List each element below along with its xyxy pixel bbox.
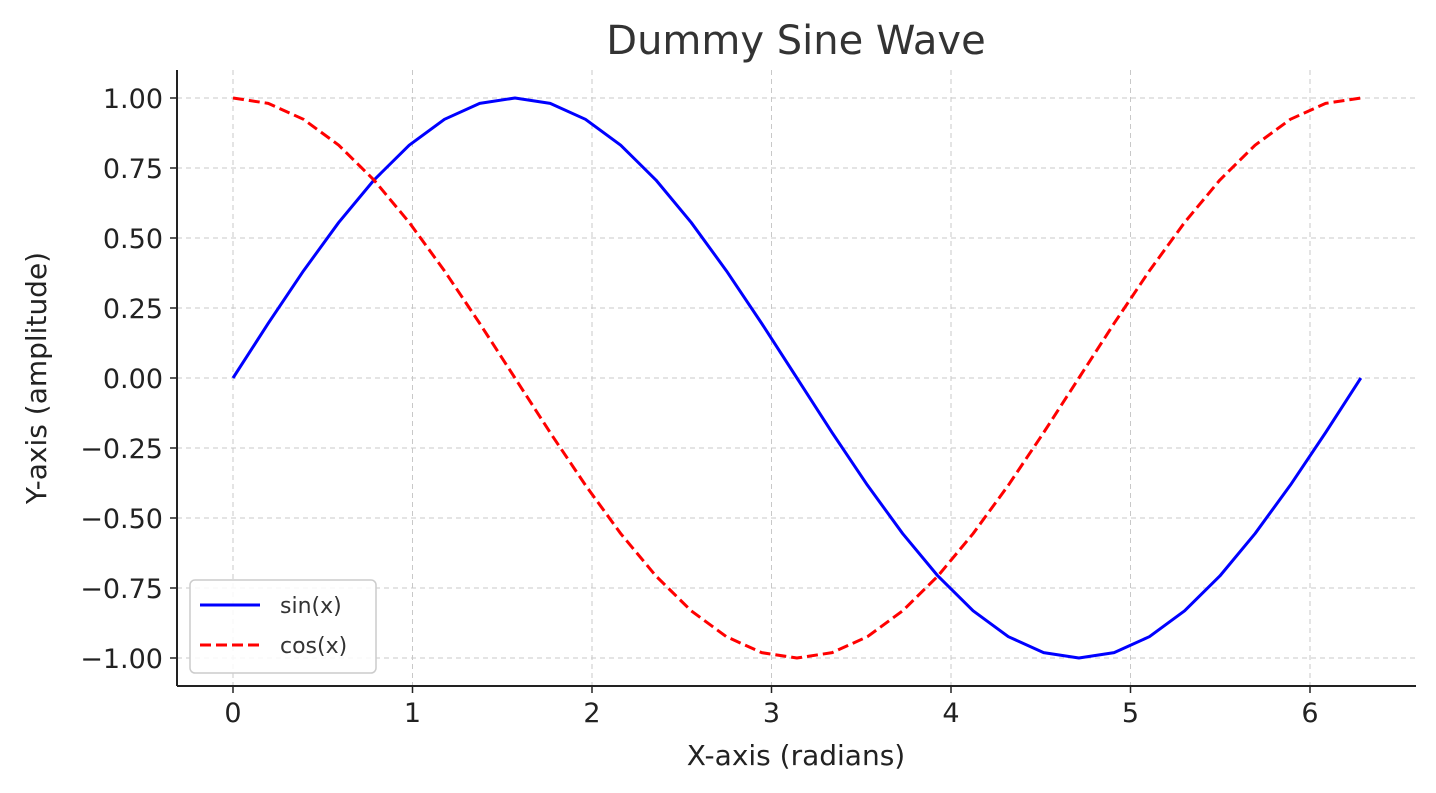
y-tick-label-4: 0.00 (103, 364, 163, 395)
x-tick-label-3: 3 (763, 698, 780, 729)
legend-label-1: cos(x) (280, 634, 347, 659)
legend-label-0: sin(x) (280, 594, 342, 619)
y-tick-label-3: 0.25 (103, 294, 163, 325)
y-tick-label-2: 0.50 (103, 224, 163, 255)
series-line-cosx (232, 96, 1362, 660)
grid (177, 70, 1416, 686)
x-tick-label-0: 0 (224, 698, 241, 729)
legend: sin(x) cos(x) (189, 579, 377, 674)
ticks: 0 1 2 3 4 5 6 1.00 0.75 0.50 0.25 0.00 −0.25 −0.50 −0.… (80, 84, 1318, 729)
y-axis-label: Y-axis (amplitude) (20, 252, 53, 505)
x-tick-label-5: 5 (1122, 698, 1139, 729)
y-tick-label-8: −1.00 (80, 644, 163, 675)
y-tick-label-7: −0.75 (80, 574, 163, 605)
series-line-sinx (231, 96, 1363, 660)
legend-box (189, 579, 377, 674)
x-tick-label-4: 4 (942, 698, 959, 729)
x-tick-label-6: 6 (1301, 698, 1318, 729)
chart-title: Dummy Sine Wave (606, 18, 985, 64)
y-tick-label-0: 1.00 (103, 84, 163, 115)
y-tick-label-1: 0.75 (103, 154, 163, 185)
y-tick-label-6: −0.50 (80, 504, 163, 535)
x-tick-label-2: 2 (583, 698, 600, 729)
y-tick-label-5: −0.25 (80, 434, 163, 465)
x-tick-label-1: 1 (404, 698, 421, 729)
plot-area (231, 96, 1363, 660)
x-axis-label: X-axis (radians) (687, 739, 905, 772)
